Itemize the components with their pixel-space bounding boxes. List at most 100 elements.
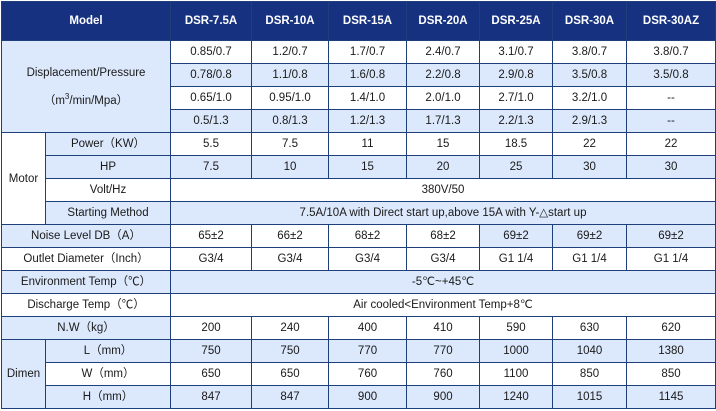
displacement-cell: 2.7/1.0: [479, 86, 554, 110]
displacement-cell: 1.1/0.8: [251, 63, 330, 87]
displacement-cell: 2.2/0.8: [406, 63, 481, 87]
dimen-l-cell: 770: [406, 339, 481, 363]
dimen-w-row: W（mm） 650 650 760 760 1100 850 850: [2, 362, 716, 386]
dimen-h-row: H（mm） 847 847 900 900 1240 1015 1145: [2, 385, 716, 409]
outlet-cell: G1 1/4: [479, 247, 554, 271]
nw-row: N.W（kg） 200 240 400 410 590 630 620: [0, 316, 716, 340]
header-model-col: DSR-25A: [479, 1, 554, 41]
displacement-cell: 1.2/0.7: [251, 40, 330, 64]
displacement-cell: 1.2/1.3: [328, 109, 408, 133]
outlet-cell: G3/4: [406, 247, 481, 271]
hp-cell: 15: [328, 155, 408, 179]
noise-cell: 66±2: [251, 224, 330, 248]
displacement-cell: 2.4/0.7: [406, 40, 481, 64]
nw-cell: 620: [626, 316, 716, 340]
displacement-cell: 1.4/1.0: [328, 86, 408, 110]
dimen-w-cell: 650: [251, 362, 330, 386]
displacement-cell: 1.7/0.7: [328, 40, 408, 64]
dimen-l-cell: 770: [328, 339, 408, 363]
env-temp-row: Environment Temp（℃） -5℃~+45℃: [0, 270, 716, 294]
displacement-row: 0.78/0.8 1.1/0.8 1.6/0.8 2.2/0.8 2.9/0.8…: [2, 63, 716, 87]
outlet-cell: G1 1/4: [626, 247, 716, 271]
dimen-h-cell: 847: [251, 385, 330, 409]
dimen-w-cell: 760: [406, 362, 481, 386]
displacement-cell: 2.0/1.0: [406, 86, 481, 110]
motor-hp-row: HP 7.5 10 15 20 25 30 30: [2, 155, 716, 179]
outlet-cell: G3/4: [328, 247, 408, 271]
header-model-col: DSR-20A: [406, 1, 481, 41]
nw-cell: 240: [251, 316, 330, 340]
displacement-row: 0.5/1.3 0.8/1.3 1.2/1.3 1.7/1.3 2.2/1.3 …: [2, 109, 716, 133]
displacement-cell: 3.5/0.8: [626, 63, 716, 87]
hp-cell: 30: [552, 155, 628, 179]
dimen-h-cell: 900: [328, 385, 408, 409]
displacement-cell: 3.8/0.7: [626, 40, 716, 64]
header-model-col: DSR-10A: [251, 1, 330, 41]
noise-cell: 65±2: [170, 224, 253, 248]
hp-cell: 30: [626, 155, 716, 179]
dimen-h-cell: 1015: [552, 385, 628, 409]
displacement-label-unit: （m3/min/Mpa）: [43, 91, 129, 107]
displacement-cell: 0.78/0.8: [170, 63, 253, 87]
power-cell: 22: [626, 132, 716, 156]
power-cell: 22: [552, 132, 628, 156]
header-model: Model: [0, 1, 172, 41]
dimen-w-cell: 850: [552, 362, 628, 386]
noise-label: Noise Level DB（A）: [0, 224, 172, 248]
header-model-col: DSR-30A: [552, 1, 628, 41]
outlet-label: Outlet Diameter（Inch）: [0, 247, 172, 271]
dimen-w-label: W（mm）: [44, 362, 172, 386]
displacement-cell: 1.7/1.3: [406, 109, 481, 133]
nw-cell: 200: [170, 316, 253, 340]
hp-cell: 7.5: [170, 155, 253, 179]
dimen-l-cell: 750: [251, 339, 330, 363]
discharge-temp-value: Air cooled<Environment Temp+8℃: [170, 293, 716, 317]
dimen-h-cell: 900: [406, 385, 481, 409]
power-cell: 18.5: [479, 132, 554, 156]
motor-label: Motor: [1, 132, 46, 225]
noise-row: Noise Level DB（A） 65±2 66±2 68±2 68±2 69…: [0, 224, 716, 248]
nw-cell: 630: [552, 316, 628, 340]
displacement-cell: 3.2/1.0: [552, 86, 628, 110]
nw-cell: 400: [328, 316, 408, 340]
outlet-cell: G3/4: [251, 247, 330, 271]
power-cell: 11: [328, 132, 408, 156]
power-cell: 5.5: [170, 132, 253, 156]
noise-cell: 68±2: [406, 224, 481, 248]
dimen-w-cell: 1100: [479, 362, 554, 386]
motor-power-label: Power（KW）: [44, 132, 172, 156]
dimen-h-cell: 847: [170, 385, 253, 409]
displacement-cell: 2.2/1.3: [479, 109, 554, 133]
dimen-w-cell: 650: [170, 362, 253, 386]
header-model-col: DSR-15A: [328, 1, 408, 41]
dimen-l-row: Dimen L（mm） 750 750 770 770 1000 1040 13…: [1, 339, 716, 409]
dimen-l-cell: 1380: [626, 339, 716, 363]
displacement-cell: 0.5/1.3: [170, 109, 253, 133]
env-temp-label: Environment Temp（℃）: [0, 270, 172, 294]
noise-cell: 69±2: [626, 224, 716, 248]
motor-volt-value: 380V/50: [170, 178, 716, 202]
displacement-cell: 0.85/0.7: [170, 40, 253, 64]
displacement-label: Displacement/Pressure （m3/min/Mpa）: [0, 40, 172, 133]
displacement-cell: 0.95/1.0: [251, 86, 330, 110]
displacement-row: Displacement/Pressure （m3/min/Mpa） 0.85/…: [0, 40, 716, 133]
header-row: Model DSR-7.5A DSR-10A DSR-15A DSR-20A D…: [0, 1, 716, 41]
discharge-temp-row: Discharge Temp（℃） Air cooled<Environment…: [0, 293, 716, 317]
discharge-temp-label: Discharge Temp（℃）: [0, 293, 172, 317]
outlet-cell: G3/4: [170, 247, 253, 271]
motor-power-row: Motor Power（KW） 5.5 7.5 11 15 18.5 22 22: [1, 132, 716, 225]
nw-cell: 590: [479, 316, 554, 340]
nw-cell: 410: [406, 316, 481, 340]
outlet-cell: G1 1/4: [552, 247, 628, 271]
displacement-cell: 2.9/1.3: [552, 109, 628, 133]
displacement-cell: 2.9/0.8: [479, 63, 554, 87]
dimen-h-cell: 1240: [479, 385, 554, 409]
hp-cell: 10: [251, 155, 330, 179]
dimen-l-cell: 1000: [479, 339, 554, 363]
motor-starting-value: 7.5A/10A with Direct start up,above 15A …: [170, 201, 716, 225]
hp-cell: 25: [479, 155, 554, 179]
displacement-label-line1: Displacement/Pressure: [26, 66, 146, 79]
noise-cell: 69±2: [552, 224, 628, 248]
hp-cell: 20: [406, 155, 481, 179]
